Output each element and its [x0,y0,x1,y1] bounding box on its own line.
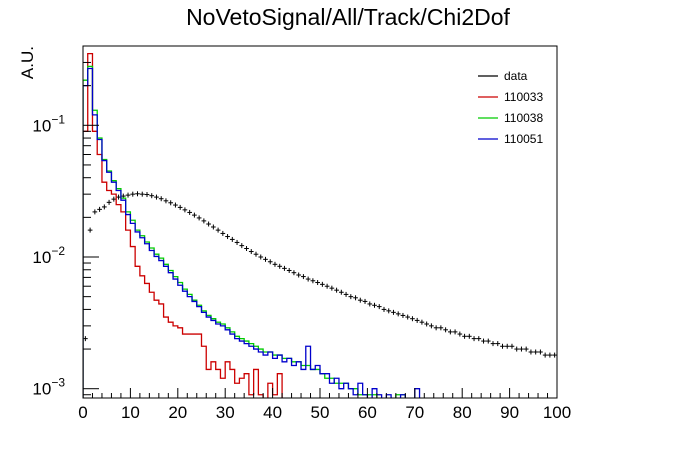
x-tick-label: 40 [263,403,282,422]
x-tick-label: 30 [216,403,235,422]
x-tick-label: 50 [311,403,330,422]
x-tick-label: 90 [500,403,519,422]
y-axis-title: A.U. [18,46,37,79]
x-tick-label: 60 [358,403,377,422]
legend: data 110033 110038 110051 [478,69,543,146]
x-tick-label: 70 [405,403,424,422]
legend-label: 110038 [504,111,543,125]
x-tick-label: 0 [78,403,87,422]
plot-frame [82,45,558,399]
legend-label: 110051 [504,132,543,146]
y-tick-label: 10−3 [32,376,65,399]
x-tick-label: 10 [121,403,140,422]
x-tick-label: 80 [453,403,472,422]
y-tick-label: 10−1 [32,112,65,135]
series-points-data [83,191,557,358]
legend-label: 110033 [504,90,543,104]
series-line-110051 [83,67,421,398]
y-tick-label: 10−2 [32,244,65,267]
x-tick-label: 20 [168,403,187,422]
series-line-110033 [83,52,283,398]
chart-title: NoVetoSignal/All/Track/Chi2Dof [186,4,510,30]
legend-label: data [504,69,528,83]
x-tick-label: 100 [543,403,571,422]
